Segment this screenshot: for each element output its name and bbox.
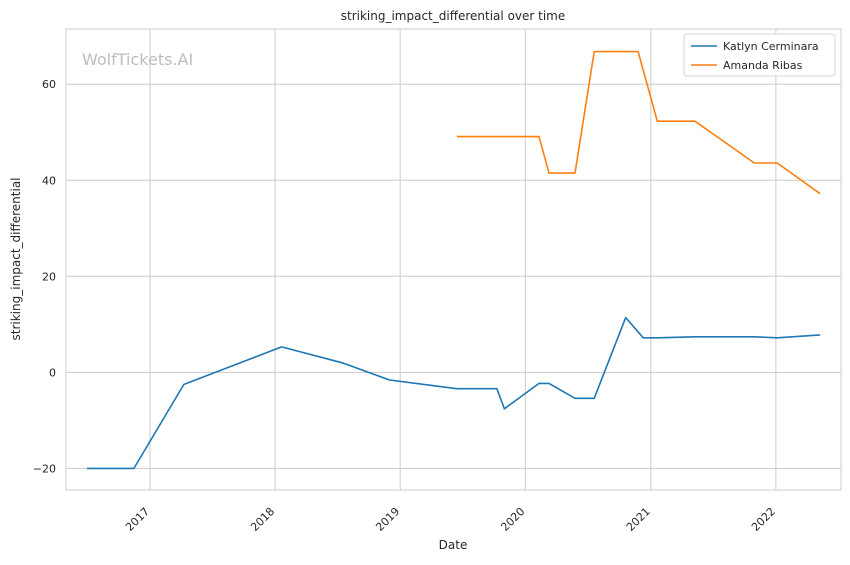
y-gridlines <box>66 83 841 469</box>
legend-label-katlyn-cerminara: Katlyn Cerminara <box>723 40 819 53</box>
y-axis-label: striking_impact_differential <box>9 177 23 340</box>
series-line-katlyn-cerminara <box>86 316 821 470</box>
x-tick-label: 2022 <box>749 505 778 534</box>
x-axis-label: Date <box>439 538 468 552</box>
x-tick-label: 2021 <box>624 505 653 534</box>
y-tick-label: 0 <box>49 366 56 379</box>
y-tick-label: −20 <box>33 462 56 475</box>
x-gridlines <box>149 29 777 490</box>
y-axis-ticks: −20 0 20 40 60 <box>33 78 56 475</box>
legend-items: Katlyn Cerminara Amanda Ribas <box>691 40 819 72</box>
legend: Katlyn Cerminara Amanda Ribas <box>683 33 836 77</box>
x-tick-label: 2019 <box>373 505 402 534</box>
series-line-amanda-ribas <box>456 50 821 195</box>
x-axis-ticks: 2017 2018 2019 2020 2021 2022 <box>123 505 778 534</box>
chart-title: striking_impact_differential over time <box>341 9 566 23</box>
series-layer <box>86 50 821 470</box>
y-tick-label: 40 <box>42 174 56 187</box>
x-tick-label: 2020 <box>498 505 527 534</box>
legend-label-amanda-ribas: Amanda Ribas <box>723 59 803 72</box>
legend-box <box>683 33 836 77</box>
plot-frame <box>65 28 842 491</box>
plot-area: WolfTickets.AI <box>65 28 842 491</box>
x-tick-label: 2017 <box>123 505 152 534</box>
y-tick-label: 20 <box>42 270 56 283</box>
x-tick-label: 2018 <box>248 505 277 534</box>
watermark: WolfTickets.AI <box>82 50 193 69</box>
y-tick-label: 60 <box>42 78 56 91</box>
